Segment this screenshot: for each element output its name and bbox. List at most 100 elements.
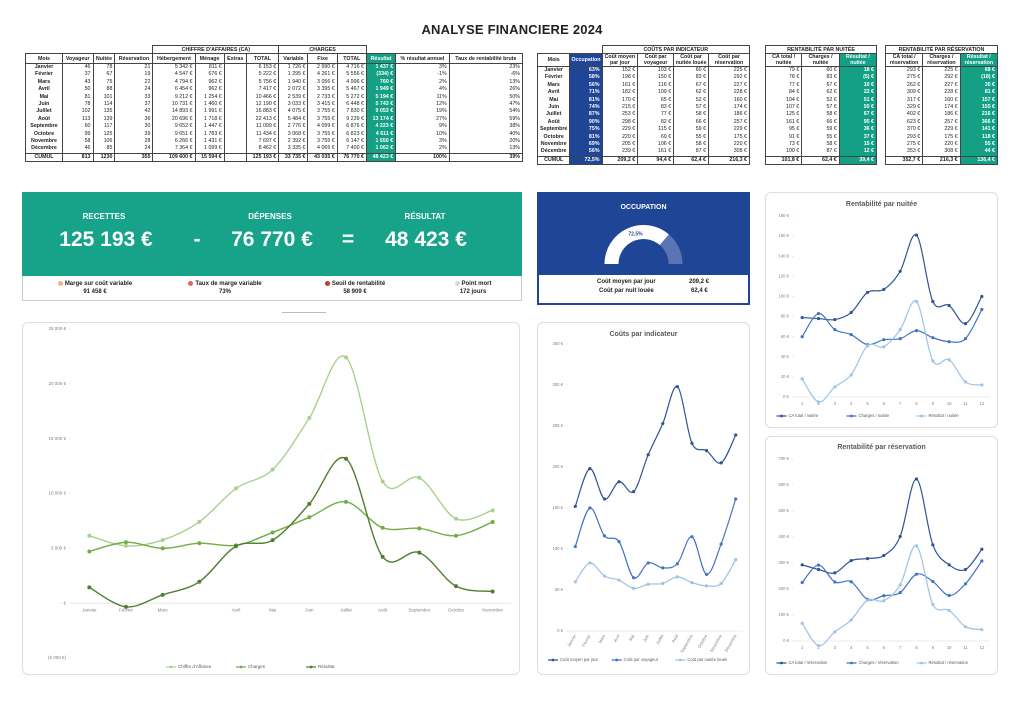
data-point — [931, 336, 935, 340]
table-cell — [223, 123, 247, 131]
detail-value: 209,2 € — [689, 279, 710, 285]
x-tick-label: Septembre — [408, 607, 431, 612]
table-cell: Mars — [25, 78, 63, 87]
table-cell: 1 447 € — [194, 123, 225, 131]
table-cell: 60 — [61, 123, 94, 131]
table-cell — [223, 138, 247, 146]
table-cell: 3 068 € — [278, 130, 309, 139]
table-cell — [223, 101, 247, 109]
data-point — [898, 591, 902, 595]
table-cell: 1 062 € — [365, 145, 397, 154]
table-row: Août 113 139 36 20 696 €1 718 € 22 413 €5 484… — [25, 115, 524, 124]
table-cell — [223, 115, 247, 124]
data-point — [661, 566, 665, 570]
legend-label: Résultat / nuitée — [929, 413, 960, 418]
table-cell: 15 594 € — [194, 152, 225, 163]
data-point — [490, 508, 495, 513]
x-tick-label: 12 — [979, 401, 984, 406]
header-row: Mois Voyageur Nuitée Réservation Hébergement… — [25, 53, 524, 64]
group-row: COÛTS PAR INDICATEUR — [537, 45, 751, 54]
data-point — [197, 579, 202, 584]
data-point — [602, 534, 607, 538]
data-point — [719, 461, 723, 465]
x-tick-label: Mai — [628, 633, 636, 641]
page-title: ANALYSE FINANCIERE 2024 — [421, 22, 603, 37]
table-cell: 114 — [92, 101, 116, 109]
table-cell: 216,3 € — [708, 155, 750, 166]
column-header: % résultat annuel — [395, 53, 450, 64]
table-cell: Juin — [536, 104, 571, 112]
table-cell: 95 € — [838, 118, 878, 127]
data-point — [914, 299, 919, 304]
data-point — [675, 575, 679, 579]
data-point — [882, 287, 886, 292]
table-row: 275 €220 €55 € — [884, 141, 999, 149]
kpi-label: RÉSULTAT — [404, 212, 446, 221]
table-cell: 5 194 € — [365, 93, 397, 102]
table-cell: 293 € — [884, 66, 924, 75]
data-point — [87, 585, 92, 590]
x-tick-label: Avril — [232, 607, 241, 612]
table-cell: 160 € — [708, 96, 750, 105]
data-point — [931, 543, 935, 547]
table-cell: 106 — [92, 138, 116, 146]
data-point — [865, 598, 870, 602]
legend-label: Coût par voyageur — [624, 657, 659, 662]
table-row: 77 €67 €10 € — [764, 81, 878, 90]
x-tick-label: Janvier — [566, 633, 577, 648]
table-cell: 228 € — [708, 89, 750, 97]
x-tick-label: 2 — [817, 645, 820, 650]
data-point — [704, 584, 709, 588]
table-cell: 370 € — [884, 126, 924, 134]
table-row: Juin 74% 215 €83 €57 €174 € — [536, 104, 750, 112]
data-point — [734, 433, 738, 437]
data-point — [833, 580, 837, 584]
data-table: COÛTS PAR INDICATEUR Mois Occupation Coût m… — [536, 45, 751, 166]
table-row: 78 €83 € (5) € — [764, 74, 878, 82]
data-point — [661, 581, 665, 586]
table-cell: 155 € — [959, 104, 999, 112]
table-cell: 174 € — [922, 104, 961, 112]
data-point — [849, 333, 853, 337]
data-point — [898, 328, 902, 332]
series-line — [89, 355, 493, 547]
table-cell: 2% — [395, 78, 450, 87]
table-cell: 100 € — [764, 148, 803, 157]
table-cell: 229 € — [708, 126, 750, 134]
column-header: Réservation — [114, 53, 154, 64]
separator — [282, 312, 326, 313]
table-cell: 37 — [61, 71, 94, 79]
data-point — [734, 558, 738, 562]
table-cell: (334) € — [365, 71, 397, 79]
table-cell — [223, 63, 247, 72]
data-point — [849, 580, 853, 584]
table-row: Février 58% 198 €150 €83 €292 € — [536, 74, 750, 82]
table-cell: 109 600 € — [152, 152, 196, 163]
table-cell: 175 € — [708, 133, 750, 142]
table-cell: 43 — [61, 78, 94, 87]
legend-label: Chiffre d'Affaires — [178, 664, 212, 669]
table-cell: 6 823 € — [336, 130, 367, 139]
legend-label: Coût moyen par jour — [560, 657, 599, 662]
y-tick-label: 250 € — [553, 423, 564, 428]
data-point — [307, 515, 312, 520]
data-point — [800, 377, 804, 381]
series-line — [801, 545, 982, 647]
data-point — [307, 501, 312, 506]
y-tick-label: 20 € — [781, 374, 790, 379]
table-row: Avril 50 88 24 6 454 €962 € 7 417 €2 072 €3 3… — [25, 86, 524, 94]
table-cell: 292 € — [708, 74, 750, 82]
table-cell: Août — [536, 118, 571, 127]
data-point — [947, 608, 951, 612]
data-point — [849, 559, 853, 563]
table-cell: 69 € — [637, 133, 675, 142]
data-point — [160, 538, 165, 543]
group-row: RENTABILITÉ PAR NUITÉE — [765, 45, 877, 54]
data-point — [833, 328, 837, 332]
table-cell: 2 776 € — [278, 123, 309, 131]
table-cell: 77 € — [764, 81, 803, 90]
table-row: 353 €308 €44 € — [884, 148, 999, 157]
data-point — [963, 567, 968, 572]
y-tick-label: 700 € — [779, 456, 790, 461]
table-cell: 68 € — [959, 66, 999, 75]
